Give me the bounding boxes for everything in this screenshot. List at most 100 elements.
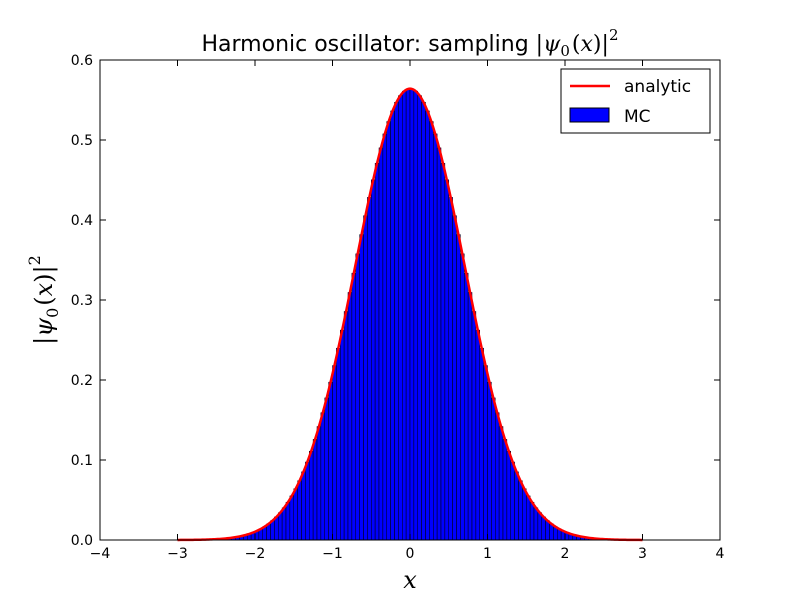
histogram-bar [312,439,318,541]
histogram-bar [274,516,279,541]
histogram-bar [487,381,492,541]
title-superscript: 2 [609,26,619,44]
x-tick-label: −4 [90,546,111,562]
legend-mc-label: MC [624,107,651,127]
ylabel-close-bar: | [30,265,59,273]
ylabel-psi: ψ [30,317,58,337]
chart-title: Harmonic oscillator: sampling |ψ0(x)|2 [202,26,619,60]
histogram-bar [371,179,376,541]
histogram-bar [320,412,325,541]
histogram-bar [495,412,500,541]
histogram-bar [440,162,446,541]
histogram-bar [343,311,349,541]
ylabel-var: x [30,282,58,296]
histogram-bar [367,197,372,541]
x-axis-label: x [403,566,417,594]
title-psi: ψ [543,32,561,57]
histogram-bar [347,292,353,541]
histogram-bar [417,95,422,541]
histogram-bar [289,495,294,541]
histogram-bar [514,471,519,541]
histogram-bar [533,507,539,541]
histogram-bar [464,272,469,541]
histogram-bar [301,471,306,541]
ylabel-open-bar: | [30,337,59,345]
x-tick-label: −1 [322,546,343,562]
histogram-bar [506,450,511,541]
histogram-bar [382,133,387,541]
histogram-bar [436,147,442,541]
histogram-bar [429,121,434,541]
legend: analytic MC [560,68,711,134]
title-prefix: Harmonic oscillator: sampling [202,32,536,57]
histogram-bar [340,329,345,541]
histogram-bar [355,253,360,541]
histogram-bar [309,450,314,541]
histogram-bar [359,234,364,541]
x-tick-label: 1 [483,546,492,562]
histogram-bar [297,480,302,541]
y-tick-label: 0.6 [71,53,93,69]
histogram-bar [522,488,527,541]
histogram-bar [293,488,298,541]
title-close-paren: ) [593,32,602,57]
y-tick-label: 0.3 [71,293,93,309]
histogram-bar [491,397,496,541]
histogram-bar [394,102,399,541]
histogram-bar [386,121,391,541]
title-close-bar: | [602,32,609,57]
histogram-bar [460,253,465,541]
histogram-bar [351,272,356,541]
histogram-bar [425,110,430,541]
y-tick-label: 0.5 [71,133,93,149]
x-tick-label: 4 [716,546,725,562]
histogram-bar [374,162,380,541]
y-axis-label: |ψ0(x)|2 [25,255,62,345]
x-tick-label: 2 [561,546,570,562]
histogram-bar [510,461,515,541]
ylabel-superscript: 2 [25,255,44,265]
title-open-bar: | [536,32,543,57]
histogram-bar [336,347,341,541]
y-tick-label: 0.0 [71,533,93,549]
histogram-bar [529,501,535,541]
x-tick-label: 0 [406,546,415,562]
histogram-bar [498,426,504,541]
ylabel-close-paren: ) [30,273,58,282]
histogram-bar [409,88,415,541]
histogram-bar [537,512,542,541]
histogram-bar [456,234,461,541]
histogram-bar [541,516,546,541]
histogram-bar [281,507,287,541]
histogram-bar [479,347,484,541]
histogram-bar [526,495,531,541]
title-open-paren: ( [572,32,581,57]
histogram-bar [332,365,337,541]
histogram-bar [452,215,457,541]
histogram-bar [270,520,275,541]
histogram-bar [324,397,329,541]
legend-mc-swatch [569,107,610,123]
histogram-bar [285,501,291,541]
histogram-bar [363,215,368,541]
legend-analytic-label: analytic [624,77,691,97]
histogram-bar [483,365,488,541]
y-tick-label: 0.4 [71,213,93,229]
title-var: x [581,32,594,57]
histogram-bar [433,133,438,541]
x-tick-label: 3 [638,546,647,562]
histogram-bar [305,461,310,541]
x-tick-label: −3 [167,546,188,562]
histogram-bar [545,520,550,541]
x-tick-label: −2 [245,546,266,562]
histogram-bar [402,90,407,541]
histogram-bar [405,88,411,541]
histogram-bar [278,512,283,541]
histogram-bar [378,147,384,541]
analytic-curve [177,87,643,542]
histogram-bar [475,329,480,541]
histogram-bar [518,480,523,541]
ylabel-open-paren: ( [30,296,58,305]
histogram-bar [421,102,426,541]
